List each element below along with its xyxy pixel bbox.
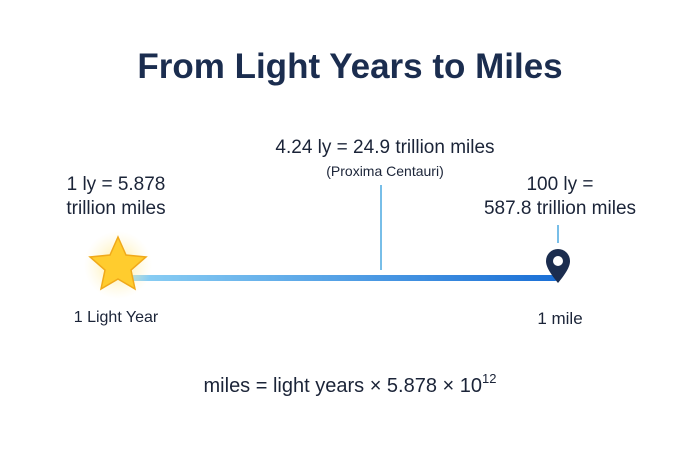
scale-bar	[118, 275, 558, 281]
title: From Light Years to Miles	[137, 47, 562, 86]
left-caption: 1 Light Year	[74, 309, 159, 326]
formula-text: miles = light years × 5.878 × 10	[204, 375, 483, 397]
formula: miles = light years × 5.878 × 1012	[204, 371, 497, 397]
right-label: 587.8 trillion miles	[484, 198, 636, 219]
right-label: 100 ly =	[526, 174, 593, 195]
formula-exponent: 12	[482, 371, 496, 386]
right-caption: 1 mile	[537, 309, 582, 328]
middle-label: 4.24 ly = 24.9 trillion miles	[275, 137, 494, 158]
left-label: 1 ly = 5.878	[67, 174, 166, 195]
star-icon	[88, 235, 148, 291]
middle-sublabel: (Proxima Centauri)	[326, 163, 443, 179]
left-label: trillion miles	[66, 198, 165, 219]
pin-hole	[553, 256, 563, 266]
